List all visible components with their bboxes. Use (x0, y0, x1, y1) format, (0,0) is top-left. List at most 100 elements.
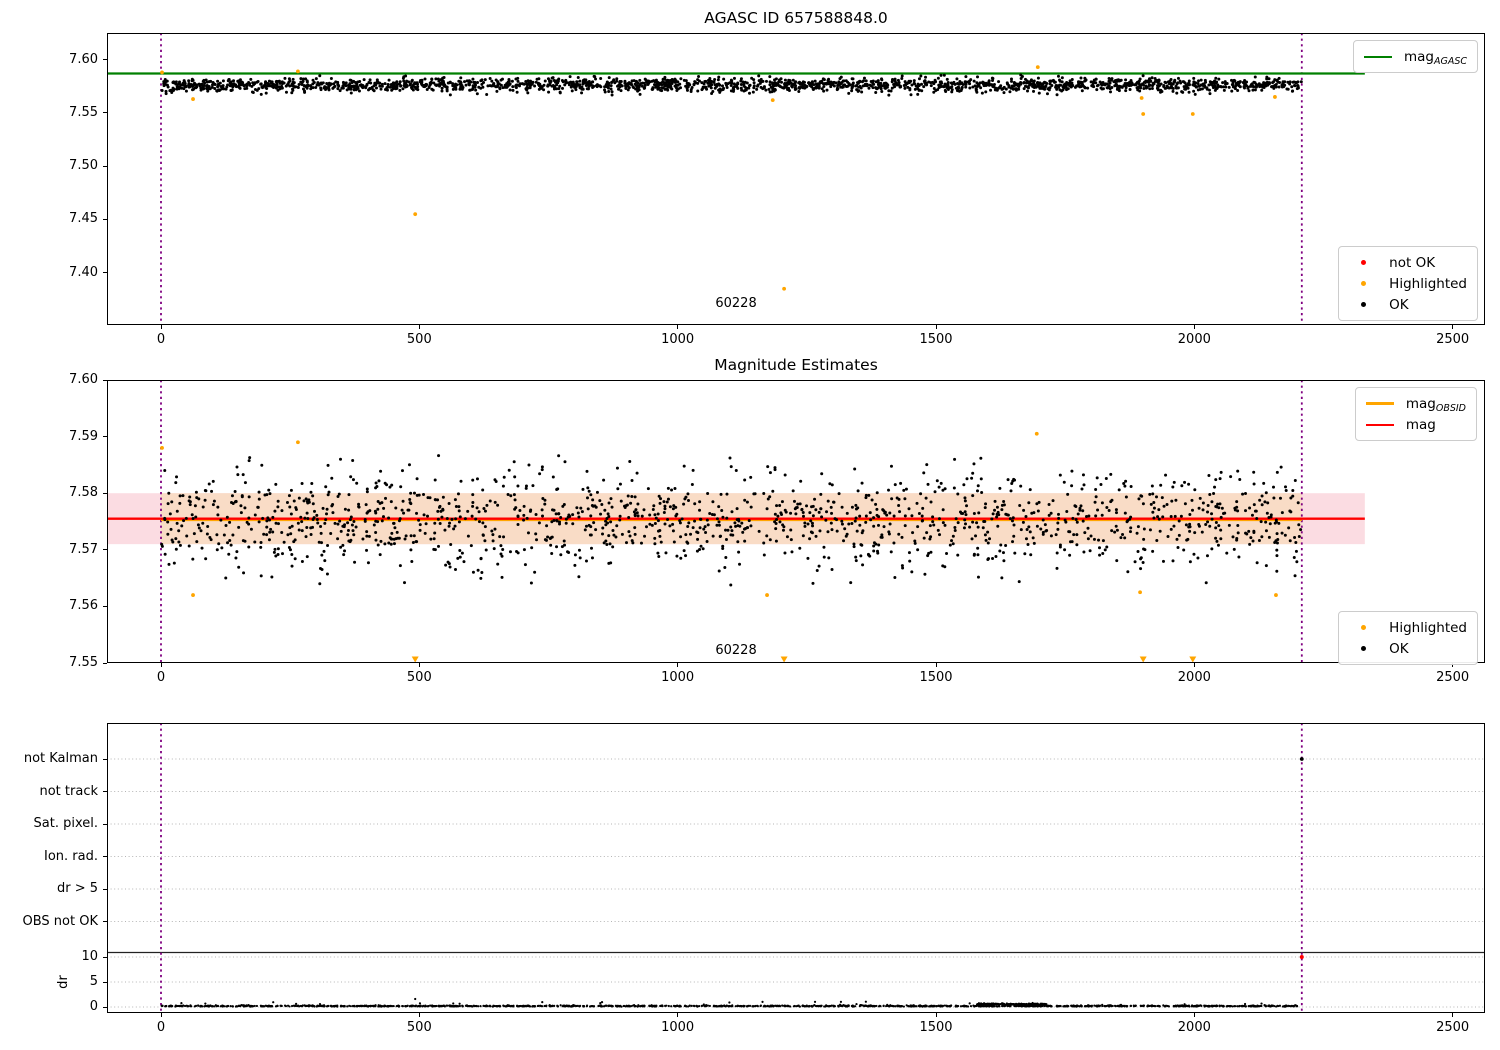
category-tick-label: dr > 5 (56, 881, 98, 896)
x-tick-mark (1452, 663, 1454, 667)
highlighted-scatter (160, 431, 1278, 597)
legend-label: OK (1389, 296, 1409, 313)
gridlines (107, 758, 1485, 1008)
axes-frame (107, 33, 1485, 325)
x-tick-label: 2000 (1177, 1020, 1211, 1035)
dr-tick-label: 0 (89, 999, 98, 1014)
y-tick-mark (103, 981, 107, 983)
x-tick-label: 2000 (1177, 670, 1211, 685)
legend-label: magOBSID (1405, 395, 1466, 414)
x-tick-label: 1000 (661, 1020, 695, 1035)
obsid-text-label: 60228 (715, 296, 756, 311)
middle-plot-canvas: 60228 (107, 380, 1485, 663)
y-tick-mark (103, 921, 107, 922)
y-tick-label: 7.59 (69, 428, 98, 444)
x-tick-mark (935, 1013, 937, 1017)
x-tick-label: 500 (406, 1020, 432, 1035)
legend-flags-mid: Highlighted OK (1338, 611, 1478, 665)
y-tick-mark (103, 436, 107, 438)
bottom-plot-axes (107, 723, 1485, 1013)
y-tick-mark (103, 791, 107, 792)
legend-label: mag (1405, 416, 1436, 433)
legend-dot-swatch (1349, 281, 1377, 286)
middle-plot-title: Magnitude Estimates (714, 356, 878, 374)
ok-scatter (160, 454, 1303, 587)
x-tick-label: 1500 (919, 332, 953, 347)
x-tick-mark (1452, 1013, 1454, 1017)
y-tick-mark (103, 1006, 107, 1008)
y-tick-label: 7.50 (69, 158, 98, 174)
y-tick-label: 7.45 (69, 211, 98, 227)
dr-tick-label: 5 (89, 974, 98, 989)
y-tick-mark (103, 888, 107, 890)
x-tick-mark (677, 663, 679, 667)
y-tick-mark (103, 272, 107, 274)
y-tick-mark (103, 549, 107, 551)
x-tick-mark (418, 1013, 420, 1017)
x-tick-label: 2500 (1436, 1020, 1470, 1035)
category-tick-label: not track (39, 783, 98, 799)
x-tick-label: 0 (156, 670, 166, 685)
legend-flags-top: not OK Highlighted OK (1338, 246, 1478, 321)
legend-dot-swatch (1349, 646, 1377, 651)
legend-entry: not OK (1349, 252, 1467, 273)
ok-scatter (160, 73, 1303, 97)
y-tick-mark (103, 758, 107, 760)
x-tick-label: 500 (406, 332, 432, 347)
dr-scatter (160, 997, 1299, 1008)
x-tick-label: 1500 (919, 670, 953, 685)
y-tick-mark (103, 662, 107, 664)
x-tick-label: 1500 (919, 1020, 953, 1035)
axes-frame (107, 380, 1485, 663)
x-tick-mark (160, 1013, 162, 1017)
y-tick-mark (103, 379, 107, 381)
legend-entry: Highlighted (1349, 617, 1467, 638)
legend-line-swatch (1365, 423, 1394, 426)
legend-line-swatch (1363, 55, 1392, 58)
legend-entry: magOBSID (1365, 393, 1466, 414)
x-tick-mark (1193, 663, 1195, 667)
x-tick-label: 1000 (661, 332, 695, 347)
legend-entry: OK (1349, 294, 1467, 315)
y-tick-label: 7.40 (69, 264, 98, 280)
legend-label: Highlighted (1389, 619, 1467, 636)
x-tick-label: 0 (156, 332, 166, 347)
category-tick-label: OBS not OK (22, 913, 99, 929)
category-tick-label: Sat. pixel. (33, 816, 98, 831)
top-plot-axes: 60228 (107, 33, 1485, 325)
x-tick-mark (418, 325, 420, 329)
bottom-plot-canvas (107, 723, 1485, 1013)
legend-dot-swatch (1349, 260, 1377, 265)
legend-entry: magAGASC (1363, 46, 1467, 67)
legend-entry: mag (1365, 414, 1466, 435)
x-tick-mark (677, 1013, 679, 1017)
x-tick-label: 500 (406, 670, 432, 685)
y-tick-label: 7.56 (69, 598, 98, 614)
x-tick-mark (160, 325, 162, 329)
x-tick-label: 2000 (1177, 332, 1211, 347)
category-tick-label: Ion. rad. (44, 848, 98, 864)
legend-label: OK (1389, 640, 1409, 657)
x-tick-mark (935, 325, 937, 329)
middle-plot-axes: 60228 (107, 380, 1485, 663)
legend-entry: Highlighted (1349, 273, 1467, 294)
dr-tick-label: 10 (81, 949, 98, 964)
legend-mag-lines: magOBSID mag (1354, 387, 1477, 441)
y-tick-label: 7.55 (69, 655, 98, 670)
y-tick-label: 7.58 (69, 485, 98, 501)
legend-dot-swatch (1349, 625, 1377, 630)
legend-label: Highlighted (1389, 275, 1467, 292)
y-tick-mark (103, 59, 107, 61)
axes-frame (107, 723, 1485, 1013)
top-plot-canvas: 60228 (107, 33, 1485, 325)
x-tick-mark (1193, 1013, 1195, 1017)
dr-not-ok-point (1299, 955, 1304, 959)
legend-line-swatch (1365, 402, 1394, 405)
y-tick-mark (103, 492, 107, 494)
legend-label: not OK (1389, 254, 1436, 271)
y-tick-label: 7.57 (69, 541, 98, 557)
y-tick-label: 7.60 (69, 372, 98, 387)
highlighted-scatter (160, 65, 1277, 291)
y-tick-label: 7.60 (69, 51, 98, 67)
y-tick-mark (103, 856, 107, 857)
